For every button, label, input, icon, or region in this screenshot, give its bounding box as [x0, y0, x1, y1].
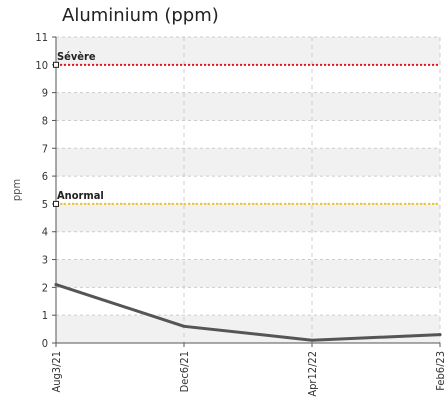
- threshold-marker: [53, 200, 59, 207]
- y-tick-label: 5: [42, 198, 48, 211]
- chart-title: Aluminium (ppm): [62, 5, 219, 26]
- y-tick-label: 0: [42, 337, 48, 350]
- x-tick-label: Aug3/21: [50, 351, 63, 393]
- grid-band: [56, 148, 440, 177]
- y-tick-label: 4: [42, 226, 48, 239]
- x-tick-label: Feb6/23: [434, 351, 444, 391]
- y-tick-label: 7: [42, 142, 48, 155]
- grid-band: [56, 37, 440, 65]
- data-point: [310, 338, 314, 342]
- grid-band: [56, 259, 440, 288]
- series-line: [54, 283, 442, 342]
- x-tick-label: Dec6/21: [178, 351, 191, 392]
- y-tick-label: 6: [42, 170, 48, 183]
- grid-band: [56, 203, 440, 232]
- y-axis-title: ppm: [10, 179, 23, 201]
- x-tick-label: Apr12/22: [306, 351, 319, 397]
- data-point: [438, 333, 442, 337]
- threshold-marker: [53, 61, 59, 68]
- threshold-label: Sévère: [57, 50, 96, 63]
- y-tick-label: 8: [42, 114, 48, 127]
- y-tick-label: 10: [35, 59, 48, 72]
- y-tick-label: 1: [42, 309, 48, 322]
- y-tick-label: 3: [42, 254, 48, 267]
- threshold-label: Anormal: [57, 189, 104, 202]
- data-point: [54, 283, 58, 287]
- y-tick-label: 2: [42, 281, 48, 294]
- grid-band: [56, 315, 440, 343]
- grid-band: [56, 92, 440, 121]
- data-point: [182, 324, 186, 328]
- y-tick-label: 9: [42, 87, 48, 100]
- y-tick-label: 11: [35, 31, 48, 44]
